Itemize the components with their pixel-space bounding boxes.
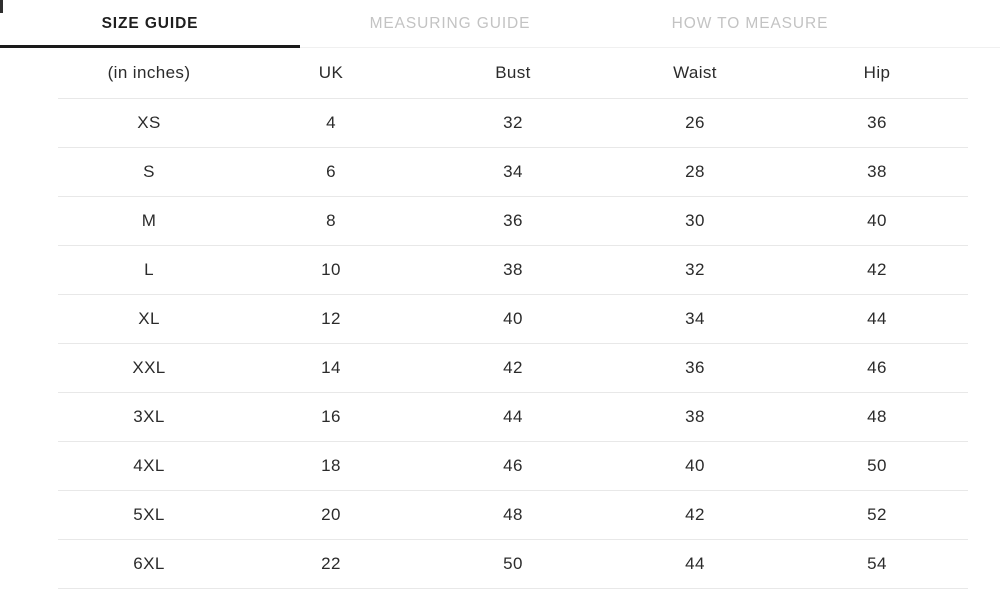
measurement-cell: 48 (867, 407, 887, 426)
size-label-cell: S (143, 162, 155, 181)
measurement-cell: 46 (503, 456, 523, 475)
column-header-waist: Waist (673, 63, 717, 82)
tab-measuring-guide[interactable]: MEASURING GUIDE (300, 0, 600, 47)
size-row: 4XL 18 46 40 50 (58, 442, 968, 491)
size-label-cell: 5XL (133, 505, 165, 524)
page-edge-fragment (0, 0, 3, 13)
size-label-cell: XS (137, 113, 161, 132)
tab-size-guide[interactable]: SIZE GUIDE (0, 0, 300, 48)
tab-size-guide-label: SIZE GUIDE (101, 14, 199, 32)
size-table: (in inches) UK Bust Waist Hip XS 4 32 26 36 S… (58, 48, 968, 589)
measurement-cell: 36 (867, 113, 887, 132)
column-header-hip: Hip (863, 63, 891, 82)
size-label-cell: XL (138, 309, 160, 328)
measurement-cell: 36 (685, 358, 705, 377)
measurement-cell: 10 (321, 260, 341, 279)
measurement-cell: 38 (867, 162, 887, 181)
measurement-cell: 54 (867, 554, 887, 573)
measurement-cell: 52 (867, 505, 887, 524)
measurement-cell: 32 (503, 113, 523, 132)
measurement-cell: 20 (321, 505, 341, 524)
size-row: 3XL 16 44 38 48 (58, 393, 968, 442)
measurement-cell: 16 (321, 407, 341, 426)
measurement-cell: 12 (321, 309, 341, 328)
size-row: XL 12 40 34 44 (58, 295, 968, 344)
measurement-cell: 34 (685, 309, 705, 328)
measurement-cell: 38 (685, 407, 705, 426)
measurement-cell: 4 (326, 113, 336, 132)
measurement-cell: 44 (685, 554, 705, 573)
size-label-cell: 6XL (133, 554, 165, 573)
size-row: 6XL 22 50 44 54 (58, 540, 968, 589)
size-table-rows: XS 4 32 26 36 S 6 34 28 38 M 8 36 30 40 L 10 38 32 42 XL 12 40… (58, 98, 968, 589)
measurement-cell: 30 (685, 211, 705, 230)
measurement-cell: 34 (503, 162, 523, 181)
measurement-cell: 18 (321, 456, 341, 475)
column-header-uk: UK (318, 63, 344, 82)
measurement-cell: 32 (685, 260, 705, 279)
measurement-cell: 22 (321, 554, 341, 573)
tab-measuring-guide-label: MEASURING GUIDE (369, 14, 531, 32)
size-row: L 10 38 32 42 (58, 246, 968, 295)
measurement-cell: 44 (503, 407, 523, 426)
size-row: XXL 14 42 36 46 (58, 344, 968, 393)
measurement-cell: 42 (503, 358, 523, 377)
size-row: S 6 34 28 38 (58, 148, 968, 197)
size-label-cell: XXL (132, 358, 166, 377)
active-tab-underline (0, 45, 300, 48)
measurement-cell: 28 (685, 162, 705, 181)
size-guide-tabbar: SIZE GUIDE MEASURING GUIDE HOW TO MEASUR… (0, 0, 1000, 48)
measurement-cell: 26 (685, 113, 705, 132)
measurement-cell: 6 (326, 162, 336, 181)
unit-header-cell: (in inches) (107, 63, 191, 82)
tab-how-to-measure[interactable]: HOW TO MEASURE (600, 0, 900, 47)
size-label-cell: M (141, 211, 157, 230)
measurement-cell: 48 (503, 505, 523, 524)
size-row: XS 4 32 26 36 (58, 98, 968, 148)
measurement-cell: 50 (503, 554, 523, 573)
measurement-cell: 50 (867, 456, 887, 475)
column-header-bust: Bust (495, 63, 531, 82)
size-table-header: (in inches) UK Bust Waist Hip (58, 48, 968, 98)
tab-how-to-measure-label: HOW TO MEASURE (671, 14, 829, 32)
measurement-cell: 44 (867, 309, 887, 328)
measurement-cell: 40 (685, 456, 705, 475)
measurement-cell: 42 (867, 260, 887, 279)
size-label-cell: 4XL (133, 456, 165, 475)
measurement-cell: 40 (503, 309, 523, 328)
size-row: 5XL 20 48 42 52 (58, 491, 968, 540)
measurement-cell: 8 (326, 211, 336, 230)
size-label-cell: L (144, 260, 154, 279)
measurement-cell: 46 (867, 358, 887, 377)
measurement-cell: 40 (867, 211, 887, 230)
measurement-cell: 38 (503, 260, 523, 279)
size-row: M 8 36 30 40 (58, 197, 968, 246)
measurement-cell: 14 (321, 358, 341, 377)
size-label-cell: 3XL (133, 407, 165, 426)
measurement-cell: 42 (685, 505, 705, 524)
measurement-cell: 36 (503, 211, 523, 230)
